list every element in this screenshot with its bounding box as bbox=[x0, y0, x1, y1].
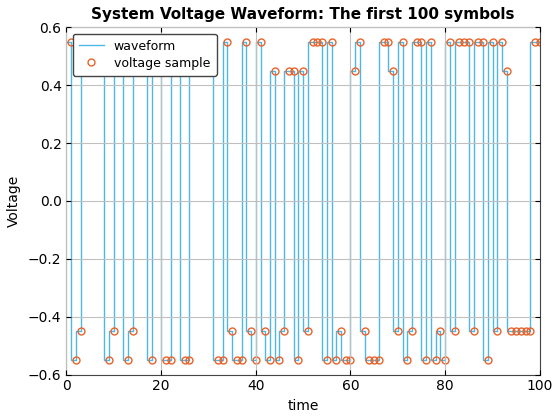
voltage sample bbox=[352, 68, 358, 73]
Line: voltage sample: voltage sample bbox=[68, 38, 543, 364]
voltage sample bbox=[314, 39, 321, 44]
waveform bbox=[399, 358, 406, 363]
voltage sample bbox=[72, 358, 79, 363]
Legend: waveform, voltage sample: waveform, voltage sample bbox=[73, 34, 217, 76]
waveform bbox=[352, 39, 358, 44]
voltage sample bbox=[536, 39, 543, 44]
voltage sample bbox=[68, 39, 74, 44]
Line: waveform: waveform bbox=[67, 42, 540, 360]
waveform bbox=[286, 68, 292, 73]
waveform bbox=[536, 39, 543, 44]
voltage sample bbox=[181, 358, 188, 363]
waveform bbox=[101, 358, 108, 363]
waveform bbox=[63, 39, 70, 44]
waveform bbox=[423, 39, 430, 44]
voltage sample bbox=[503, 68, 510, 73]
voltage sample bbox=[162, 358, 169, 363]
voltage sample bbox=[517, 329, 524, 334]
X-axis label: time: time bbox=[287, 399, 319, 413]
waveform bbox=[186, 39, 193, 44]
waveform bbox=[68, 358, 74, 363]
Y-axis label: Voltage: Voltage bbox=[7, 175, 21, 227]
Title: System Voltage Waveform: The first 100 symbols: System Voltage Waveform: The first 100 s… bbox=[91, 7, 515, 22]
